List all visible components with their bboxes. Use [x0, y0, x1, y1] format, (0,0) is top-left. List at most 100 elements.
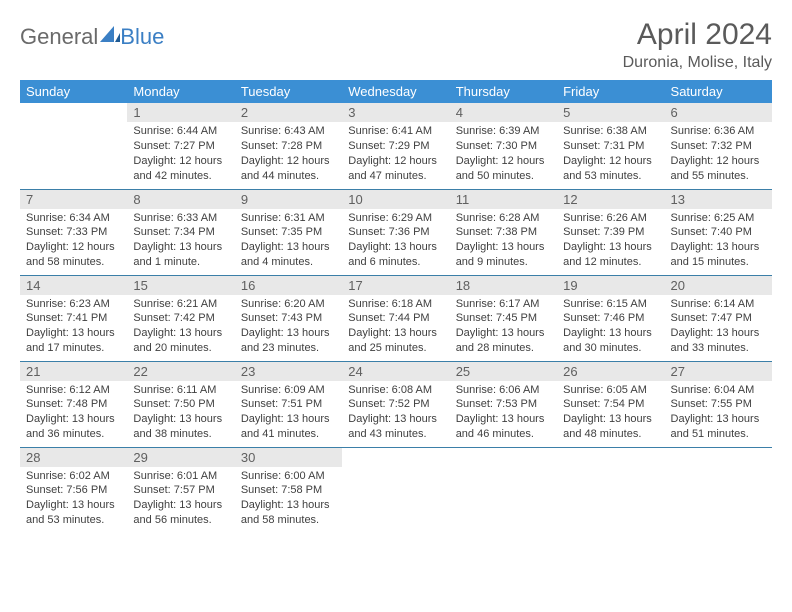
calendar-cell	[20, 103, 127, 189]
calendar-cell: 23Sunrise: 6:09 AMSunset: 7:51 PMDayligh…	[235, 361, 342, 447]
day-details: Sunrise: 6:04 AMSunset: 7:55 PMDaylight:…	[665, 381, 772, 446]
calendar-week: 28Sunrise: 6:02 AMSunset: 7:56 PMDayligh…	[20, 447, 772, 533]
weekday-header: Saturday	[665, 80, 772, 103]
day-number: 2	[235, 103, 342, 122]
calendar-cell: 16Sunrise: 6:20 AMSunset: 7:43 PMDayligh…	[235, 275, 342, 361]
day-details: Sunrise: 6:33 AMSunset: 7:34 PMDaylight:…	[127, 209, 234, 274]
day-number: 7	[20, 190, 127, 209]
day-number: 20	[665, 276, 772, 295]
day-details: Sunrise: 6:00 AMSunset: 7:58 PMDaylight:…	[235, 467, 342, 532]
day-number: 22	[127, 362, 234, 381]
calendar-cell	[342, 447, 449, 533]
calendar-cell: 13Sunrise: 6:25 AMSunset: 7:40 PMDayligh…	[665, 189, 772, 275]
day-number: 4	[450, 103, 557, 122]
day-details: Sunrise: 6:15 AMSunset: 7:46 PMDaylight:…	[557, 295, 664, 360]
day-details: Sunrise: 6:01 AMSunset: 7:57 PMDaylight:…	[127, 467, 234, 532]
day-number: 27	[665, 362, 772, 381]
calendar-week: 14Sunrise: 6:23 AMSunset: 7:41 PMDayligh…	[20, 275, 772, 361]
day-number: 17	[342, 276, 449, 295]
day-details: Sunrise: 6:23 AMSunset: 7:41 PMDaylight:…	[20, 295, 127, 360]
day-number: 19	[557, 276, 664, 295]
calendar-cell	[450, 447, 557, 533]
day-details: Sunrise: 6:25 AMSunset: 7:40 PMDaylight:…	[665, 209, 772, 274]
weekday-header: Wednesday	[342, 80, 449, 103]
day-details: Sunrise: 6:18 AMSunset: 7:44 PMDaylight:…	[342, 295, 449, 360]
day-details: Sunrise: 6:12 AMSunset: 7:48 PMDaylight:…	[20, 381, 127, 446]
calendar-head: SundayMondayTuesdayWednesdayThursdayFrid…	[20, 80, 772, 103]
day-number: 10	[342, 190, 449, 209]
calendar-cell	[557, 447, 664, 533]
calendar-cell: 27Sunrise: 6:04 AMSunset: 7:55 PMDayligh…	[665, 361, 772, 447]
calendar-cell: 8Sunrise: 6:33 AMSunset: 7:34 PMDaylight…	[127, 189, 234, 275]
logo: General Blue	[20, 24, 164, 50]
day-details: Sunrise: 6:36 AMSunset: 7:32 PMDaylight:…	[665, 122, 772, 187]
day-number: 23	[235, 362, 342, 381]
weekday-header: Friday	[557, 80, 664, 103]
calendar-cell: 20Sunrise: 6:14 AMSunset: 7:47 PMDayligh…	[665, 275, 772, 361]
day-details: Sunrise: 6:20 AMSunset: 7:43 PMDaylight:…	[235, 295, 342, 360]
calendar-cell: 9Sunrise: 6:31 AMSunset: 7:35 PMDaylight…	[235, 189, 342, 275]
weekday-header: Tuesday	[235, 80, 342, 103]
day-details: Sunrise: 6:44 AMSunset: 7:27 PMDaylight:…	[127, 122, 234, 187]
day-details: Sunrise: 6:28 AMSunset: 7:38 PMDaylight:…	[450, 209, 557, 274]
calendar-cell: 18Sunrise: 6:17 AMSunset: 7:45 PMDayligh…	[450, 275, 557, 361]
day-number: 24	[342, 362, 449, 381]
day-number: 13	[665, 190, 772, 209]
calendar-week: 21Sunrise: 6:12 AMSunset: 7:48 PMDayligh…	[20, 361, 772, 447]
day-number: 1	[127, 103, 234, 122]
calendar-cell: 17Sunrise: 6:18 AMSunset: 7:44 PMDayligh…	[342, 275, 449, 361]
calendar-cell: 4Sunrise: 6:39 AMSunset: 7:30 PMDaylight…	[450, 103, 557, 189]
calendar-week: 1Sunrise: 6:44 AMSunset: 7:27 PMDaylight…	[20, 103, 772, 189]
calendar-table: SundayMondayTuesdayWednesdayThursdayFrid…	[20, 80, 772, 533]
day-details: Sunrise: 6:26 AMSunset: 7:39 PMDaylight:…	[557, 209, 664, 274]
calendar-cell: 26Sunrise: 6:05 AMSunset: 7:54 PMDayligh…	[557, 361, 664, 447]
day-number: 3	[342, 103, 449, 122]
day-details: Sunrise: 6:05 AMSunset: 7:54 PMDaylight:…	[557, 381, 664, 446]
sail-icon	[100, 24, 120, 50]
day-details: Sunrise: 6:43 AMSunset: 7:28 PMDaylight:…	[235, 122, 342, 187]
calendar-cell: 30Sunrise: 6:00 AMSunset: 7:58 PMDayligh…	[235, 447, 342, 533]
page-title: April 2024	[623, 18, 772, 52]
day-details: Sunrise: 6:29 AMSunset: 7:36 PMDaylight:…	[342, 209, 449, 274]
day-number: 12	[557, 190, 664, 209]
day-number: 9	[235, 190, 342, 209]
weekday-header: Thursday	[450, 80, 557, 103]
day-details: Sunrise: 6:31 AMSunset: 7:35 PMDaylight:…	[235, 209, 342, 274]
calendar-cell: 24Sunrise: 6:08 AMSunset: 7:52 PMDayligh…	[342, 361, 449, 447]
logo-text-2: Blue	[120, 24, 164, 50]
calendar-cell: 6Sunrise: 6:36 AMSunset: 7:32 PMDaylight…	[665, 103, 772, 189]
day-details: Sunrise: 6:38 AMSunset: 7:31 PMDaylight:…	[557, 122, 664, 187]
calendar-cell	[665, 447, 772, 533]
calendar-cell: 15Sunrise: 6:21 AMSunset: 7:42 PMDayligh…	[127, 275, 234, 361]
calendar-cell: 21Sunrise: 6:12 AMSunset: 7:48 PMDayligh…	[20, 361, 127, 447]
day-number: 29	[127, 448, 234, 467]
day-number: 11	[450, 190, 557, 209]
calendar-body: 1Sunrise: 6:44 AMSunset: 7:27 PMDaylight…	[20, 103, 772, 533]
day-details: Sunrise: 6:39 AMSunset: 7:30 PMDaylight:…	[450, 122, 557, 187]
calendar-cell: 19Sunrise: 6:15 AMSunset: 7:46 PMDayligh…	[557, 275, 664, 361]
day-number: 26	[557, 362, 664, 381]
day-details: Sunrise: 6:09 AMSunset: 7:51 PMDaylight:…	[235, 381, 342, 446]
day-details: Sunrise: 6:08 AMSunset: 7:52 PMDaylight:…	[342, 381, 449, 446]
day-number: 5	[557, 103, 664, 122]
day-number: 30	[235, 448, 342, 467]
calendar-cell: 12Sunrise: 6:26 AMSunset: 7:39 PMDayligh…	[557, 189, 664, 275]
calendar-cell: 2Sunrise: 6:43 AMSunset: 7:28 PMDaylight…	[235, 103, 342, 189]
day-number: 21	[20, 362, 127, 381]
day-details: Sunrise: 6:21 AMSunset: 7:42 PMDaylight:…	[127, 295, 234, 360]
header: General Blue April 2024 Duronia, Molise,…	[20, 18, 772, 72]
calendar-cell: 28Sunrise: 6:02 AMSunset: 7:56 PMDayligh…	[20, 447, 127, 533]
day-details: Sunrise: 6:34 AMSunset: 7:33 PMDaylight:…	[20, 209, 127, 274]
calendar-cell: 1Sunrise: 6:44 AMSunset: 7:27 PMDaylight…	[127, 103, 234, 189]
calendar-week: 7Sunrise: 6:34 AMSunset: 7:33 PMDaylight…	[20, 189, 772, 275]
weekday-header: Monday	[127, 80, 234, 103]
day-details: Sunrise: 6:11 AMSunset: 7:50 PMDaylight:…	[127, 381, 234, 446]
calendar-cell: 10Sunrise: 6:29 AMSunset: 7:36 PMDayligh…	[342, 189, 449, 275]
calendar-cell: 25Sunrise: 6:06 AMSunset: 7:53 PMDayligh…	[450, 361, 557, 447]
day-details: Sunrise: 6:06 AMSunset: 7:53 PMDaylight:…	[450, 381, 557, 446]
title-block: April 2024 Duronia, Molise, Italy	[623, 18, 772, 72]
calendar-cell: 14Sunrise: 6:23 AMSunset: 7:41 PMDayligh…	[20, 275, 127, 361]
day-details: Sunrise: 6:17 AMSunset: 7:45 PMDaylight:…	[450, 295, 557, 360]
day-details: Sunrise: 6:41 AMSunset: 7:29 PMDaylight:…	[342, 122, 449, 187]
day-number: 14	[20, 276, 127, 295]
